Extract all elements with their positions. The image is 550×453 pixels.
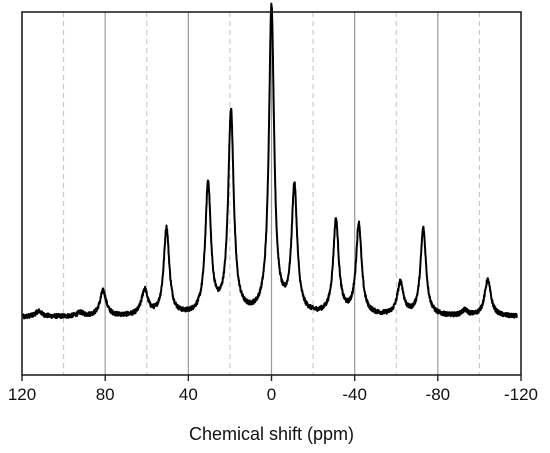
x-axis-title: Chemical shift (ppm)	[189, 424, 354, 444]
x-tick-label: -80	[426, 385, 451, 404]
spectrum-line	[22, 2, 518, 320]
x-tick-label: -40	[342, 385, 367, 404]
x-tick-label: 0	[267, 385, 276, 404]
grid-layer	[63, 12, 480, 375]
x-tick-label: 40	[179, 385, 198, 404]
x-axis-ticks: 120 80 40 0 -40 -80 -120	[8, 375, 538, 404]
x-tick-label: 80	[96, 385, 115, 404]
x-tick-label: 120	[8, 385, 36, 404]
x-tick-label: -120	[504, 385, 538, 404]
